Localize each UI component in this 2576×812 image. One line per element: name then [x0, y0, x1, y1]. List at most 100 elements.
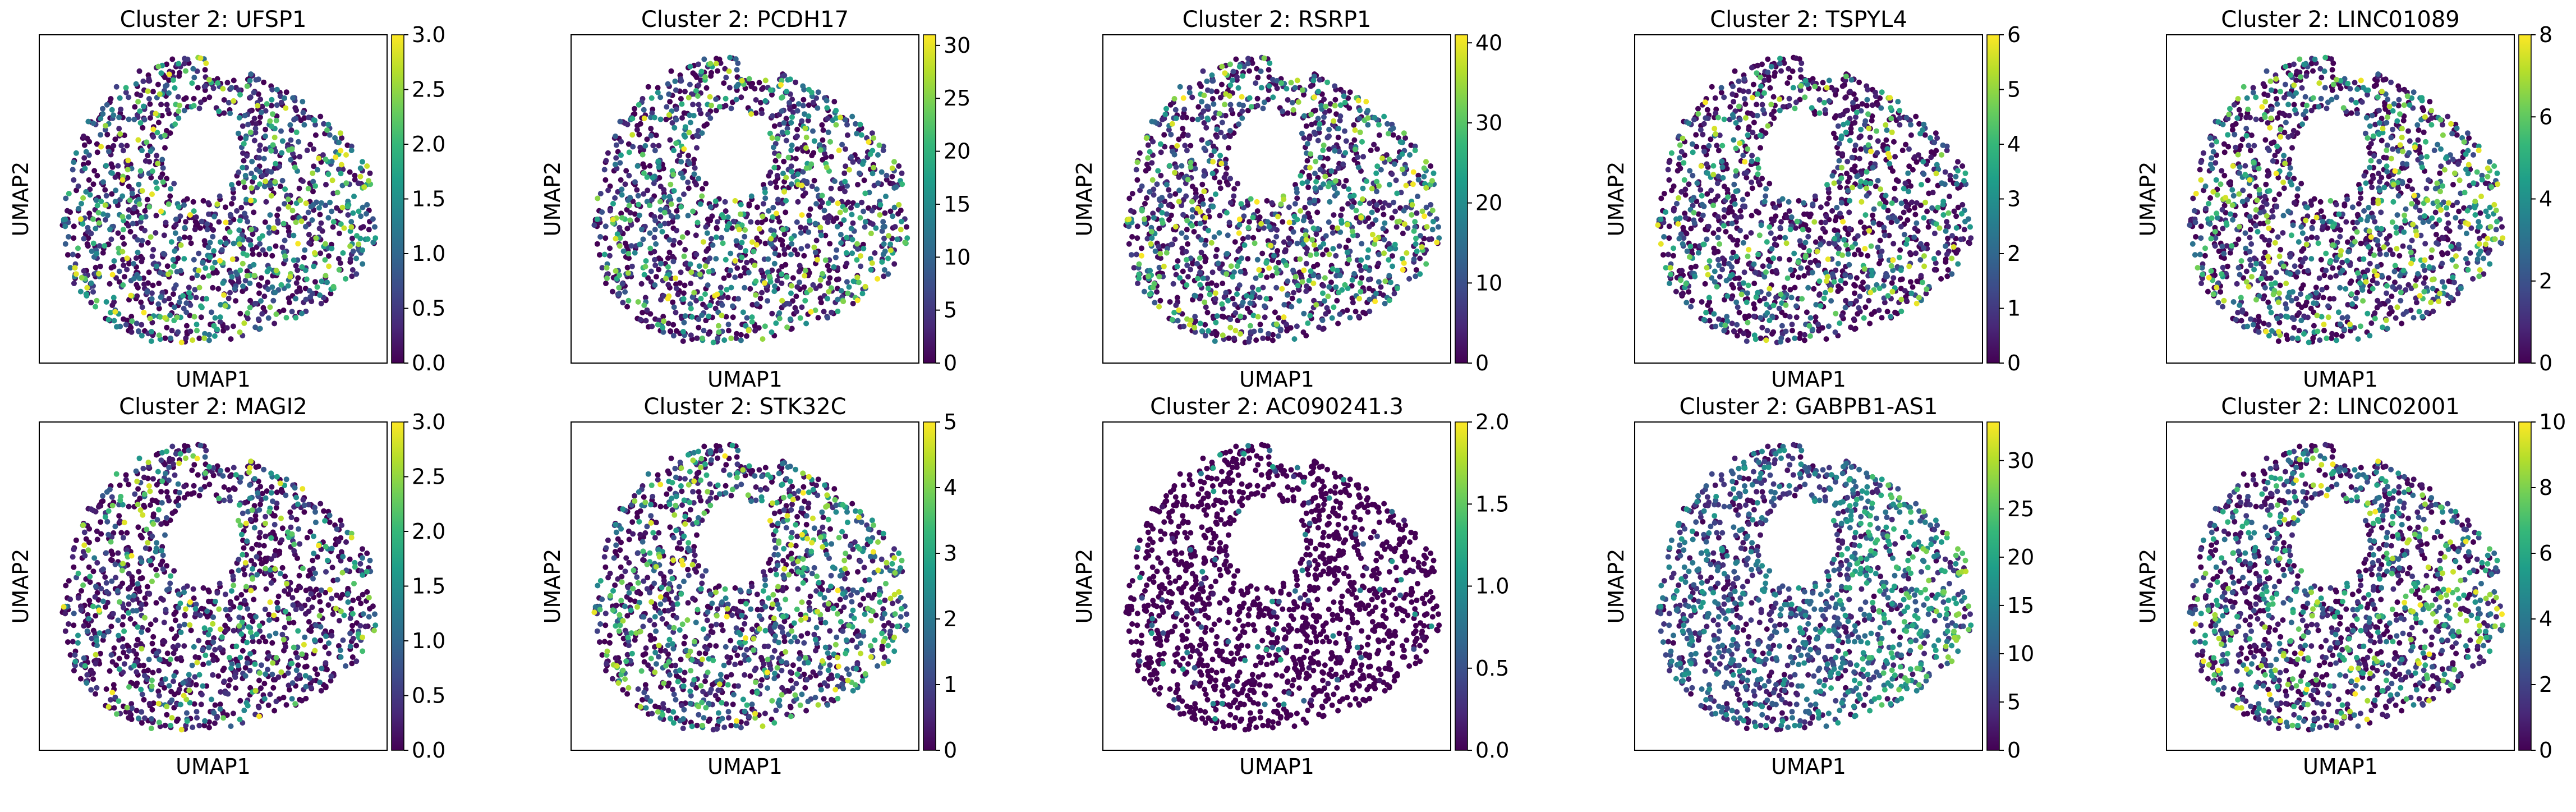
- cell-point: [1709, 84, 1715, 90]
- cell-point: [119, 235, 126, 241]
- cell-point: [788, 251, 794, 258]
- cell-point: [134, 282, 140, 288]
- cell-point: [661, 318, 667, 324]
- cell-point: [200, 259, 206, 265]
- cell-point: [1310, 280, 1317, 286]
- cell-point: [892, 224, 898, 230]
- cell-point: [303, 296, 309, 302]
- cell-point: [783, 175, 789, 181]
- cell-point: [245, 121, 251, 127]
- cell-point: [337, 130, 343, 136]
- cell-point: [885, 271, 891, 277]
- cell-point: [761, 274, 767, 280]
- cell-point: [147, 101, 153, 107]
- cell-point: [808, 309, 814, 315]
- cell-point: [155, 81, 161, 88]
- cell-point: [880, 148, 886, 153]
- cell-point: [1839, 313, 1845, 319]
- cell-point: [1342, 282, 1348, 288]
- cell-point: [1750, 81, 1756, 88]
- cell-point: [191, 75, 197, 81]
- cell-point: [1126, 216, 1132, 222]
- cell-point: [311, 146, 316, 152]
- cell-point: [617, 272, 623, 278]
- cell-point: [159, 157, 165, 163]
- cell-point: [668, 181, 674, 187]
- cell-point: [1387, 246, 1392, 252]
- cell-point: [350, 210, 356, 216]
- cell-point: [298, 218, 305, 224]
- cell-point: [624, 121, 631, 127]
- cell-point: [725, 295, 731, 301]
- cell-point: [696, 176, 702, 182]
- cell-point: [88, 231, 94, 237]
- cell-point: [904, 235, 910, 241]
- cell-point: [1192, 324, 1198, 331]
- cell-point: [1693, 132, 1699, 138]
- cell-point: [673, 140, 679, 146]
- cell-point: [771, 260, 778, 267]
- cell-point: [358, 213, 364, 219]
- colorbar-tick-label: 20: [944, 139, 970, 164]
- cell-point: [1796, 274, 1802, 281]
- cell-point: [1300, 217, 1307, 223]
- cell-point: [694, 219, 701, 226]
- cell-point: [1236, 222, 1243, 228]
- cell-point: [103, 123, 109, 129]
- cell-point: [1918, 273, 1924, 279]
- cell-point: [345, 212, 351, 218]
- x-axis-label: UMAP1: [1239, 367, 1314, 392]
- cell-point: [841, 217, 847, 223]
- cell-point: [166, 90, 172, 96]
- cell-point: [1215, 260, 1221, 267]
- cell-point: [164, 324, 170, 331]
- cell-point: [1335, 320, 1341, 327]
- cell-point: [293, 116, 299, 122]
- cell-point: [657, 116, 664, 122]
- cell-point: [1403, 182, 1409, 189]
- cell-point: [1287, 325, 1294, 331]
- cell-point: [128, 314, 135, 320]
- cell-point: [1262, 303, 1267, 309]
- cell-point: [158, 102, 164, 108]
- cell-point: [277, 93, 283, 99]
- cell-point: [227, 212, 233, 218]
- cell-point: [1913, 200, 1920, 206]
- cell-point: [267, 118, 273, 124]
- cell-point: [617, 160, 623, 166]
- cell-point: [1226, 219, 1232, 226]
- cell-point: [1219, 301, 1225, 307]
- cell-point: [107, 226, 113, 232]
- cell-point: [215, 80, 221, 86]
- cell-point: [1182, 143, 1188, 149]
- cell-point: [1772, 70, 1778, 76]
- cell-point: [682, 313, 688, 319]
- cell-point: [1374, 163, 1381, 169]
- cell-point: [282, 237, 288, 244]
- cell-point: [1148, 241, 1154, 247]
- cell-point: [854, 203, 860, 208]
- cell-point: [889, 165, 895, 171]
- cell-point: [762, 195, 769, 201]
- cell-point: [1953, 213, 1959, 219]
- cell-point: [1232, 310, 1239, 316]
- cell-point: [175, 329, 181, 335]
- cell-point: [247, 280, 253, 286]
- colorbar-tick-label: 5: [944, 298, 957, 323]
- cell-point: [1671, 208, 1677, 214]
- cell-point: [206, 337, 212, 343]
- cell-point: [831, 264, 837, 270]
- cell-point: [651, 249, 657, 255]
- cell-point: [1784, 80, 1791, 86]
- cell-point: [1386, 297, 1392, 304]
- cell-point: [128, 329, 135, 335]
- cell-point: [142, 208, 148, 214]
- cell-point: [713, 61, 719, 67]
- cell-point: [693, 232, 699, 238]
- cell-point: [1820, 226, 1826, 232]
- cell-point: [1360, 154, 1367, 160]
- cell-point: [1357, 129, 1363, 135]
- cell-point: [1903, 141, 1909, 148]
- cell-point: [1912, 226, 1918, 232]
- cell-point: [801, 97, 807, 103]
